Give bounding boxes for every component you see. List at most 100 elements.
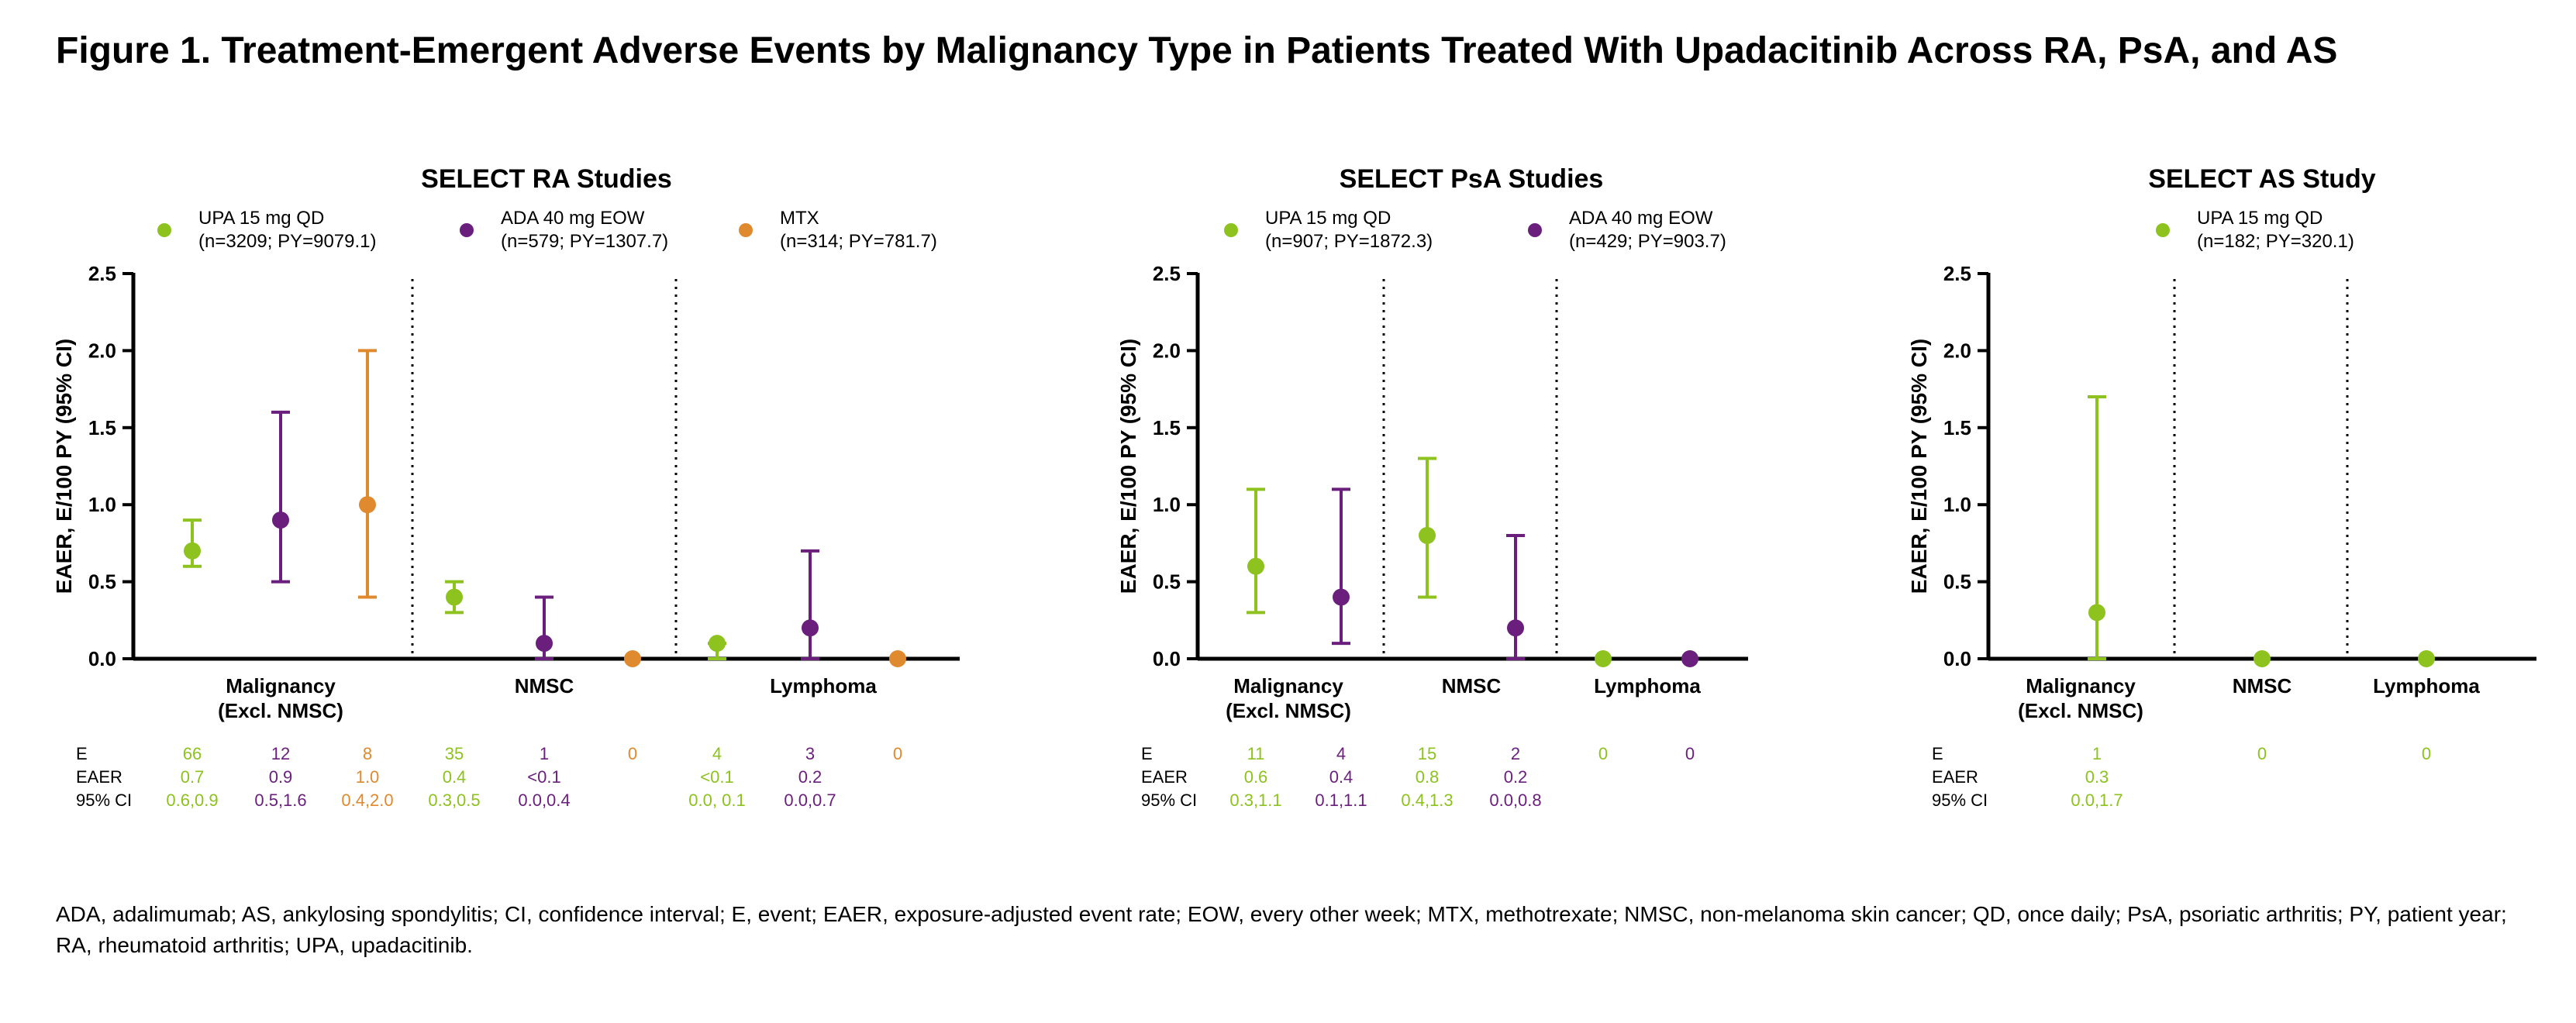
table-value: 0.0,0.4 [518, 790, 570, 810]
table-row-label: 95% CI [1141, 790, 1197, 810]
table-value: 0 [893, 744, 902, 763]
x-category-label: NMSC [515, 674, 574, 698]
table-value: <0.1 [700, 767, 733, 787]
legend-marker-upa [2156, 223, 2170, 237]
panel-title: SELECT PsA Studies [1340, 164, 1604, 194]
table-value: <0.1 [527, 767, 560, 787]
table-value: 0.0,1.7 [2071, 790, 2123, 810]
table-value: 0.2 [798, 767, 822, 787]
data-point-upa [1419, 526, 1436, 544]
table-value: 0 [2257, 744, 2267, 763]
legend-marker-upa [157, 223, 171, 237]
x-category-label: NMSC [2233, 674, 2292, 698]
y-tick-label: 1.0 [88, 493, 116, 516]
panel-title: SELECT RA Studies [421, 164, 672, 194]
table-value: 0.3 [2085, 767, 2109, 787]
legend-label: ADA 40 mg EOW [501, 208, 645, 229]
data-point-ada [1333, 588, 1350, 606]
table-value: 0.0, 0.1 [688, 790, 745, 810]
table-value: 0.0,0.8 [1489, 790, 1541, 810]
legend-detail: (n=182; PY=320.1) [2197, 231, 2354, 252]
table-row-label: EAER [76, 767, 122, 787]
table-value: 0.1,1.1 [1315, 790, 1367, 810]
y-tick-label: 0.5 [88, 570, 116, 594]
table-row-label: E [1141, 744, 1153, 763]
table-value: 2 [1511, 744, 1520, 763]
x-category-label: Lymphoma [1594, 674, 1701, 698]
chart-panel-2: SELECT PsA Studies UPA 15 mg QD(n=907; PY… [1116, 164, 1748, 810]
data-point-ada [536, 635, 553, 653]
y-tick-label: 0.0 [1943, 647, 1971, 670]
table-value: 1.0 [356, 767, 380, 787]
legend-detail: (n=579; PY=1307.7) [501, 231, 668, 252]
y-tick-label: 1.5 [88, 416, 116, 439]
table-value: 0.6 [1244, 767, 1268, 787]
data-point-upa [709, 635, 726, 653]
y-tick-label: 1.5 [1943, 416, 1971, 439]
legend-detail: (n=3209; PY=9079.1) [198, 231, 377, 252]
legend-marker-ada [1528, 223, 1542, 237]
y-tick-label: 2.0 [1153, 339, 1181, 362]
legend-detail: (n=429; PY=903.7) [1569, 231, 1726, 252]
data-point-upa [1247, 557, 1264, 575]
x-category-label: (Excl. NMSC) [218, 699, 343, 722]
table-value: 8 [363, 744, 372, 763]
y-tick-label: 1.0 [1153, 493, 1181, 516]
table-row-label: E [76, 744, 88, 763]
table-value: 0 [2422, 744, 2431, 763]
legend-detail: (n=314; PY=781.7) [780, 231, 937, 252]
table-row-label: E [1932, 744, 1943, 763]
x-category-label: Malignancy [2026, 674, 2136, 698]
y-axis-title: EAER, E/100 PY (95% CI) [52, 339, 76, 594]
table-value: 0.4,2.0 [341, 790, 393, 810]
table-row-label: 95% CI [1932, 790, 1988, 810]
table-value: 0 [1685, 744, 1695, 763]
legend: UPA 15 mg QD(n=182; PY=320.1) [2156, 208, 2354, 252]
y-axis-title: EAER, E/100 PY (95% CI) [1116, 339, 1140, 594]
footnote: ADA, adalimumab; AS, ankylosing spondyli… [56, 902, 2507, 957]
table-value: 4 [1336, 744, 1346, 763]
y-tick-label: 2.0 [1943, 339, 1971, 362]
y-tick-label: 2.5 [1153, 262, 1181, 285]
x-category-label: Malignancy [1233, 674, 1343, 698]
table-value: 0.5,1.6 [254, 790, 306, 810]
data-point-ada [802, 619, 819, 637]
chart-panel-3: SELECT AS Study UPA 15 mg QD(n=182; PY=32… [1907, 164, 2536, 810]
y-tick-label: 1.5 [1153, 416, 1181, 439]
y-axis-title: EAER, E/100 PY (95% CI) [1907, 339, 1931, 594]
legend-marker-mtx [739, 223, 753, 237]
data-point-mtx [359, 496, 376, 514]
legend-label: UPA 15 mg QD [198, 208, 324, 229]
table-value: 0.2 [1504, 767, 1528, 787]
table-value: 1 [2092, 744, 2102, 763]
x-category-label: (Excl. NMSC) [1226, 699, 1351, 722]
table-value: 35 [445, 744, 464, 763]
table-value: 0.6,0.9 [166, 790, 218, 810]
legend: UPA 15 mg QD(n=907; PY=1872.3) ADA 40 mg … [1224, 208, 1726, 252]
legend-marker-ada [460, 223, 474, 237]
table-row-label: 95% CI [76, 790, 132, 810]
y-tick-label: 0.0 [88, 647, 116, 670]
figure-title: Figure 1. Treatment-Emergent Adverse Eve… [56, 30, 2338, 71]
x-category-label: NMSC [1442, 674, 1502, 698]
y-tick-label: 2.0 [88, 339, 116, 362]
table-value: 0.9 [269, 767, 293, 787]
data-point-upa [2254, 650, 2271, 667]
legend-label: UPA 15 mg QD [1265, 208, 1391, 229]
y-tick-label: 1.0 [1943, 493, 1971, 516]
y-tick-label: 0.0 [1153, 647, 1181, 670]
data-point-upa [2418, 650, 2435, 667]
legend-label: MTX [780, 208, 819, 229]
data-point-ada [1507, 619, 1524, 637]
x-category-label: (Excl. NMSC) [2018, 699, 2143, 722]
legend: UPA 15 mg QD(n=3209; PY=9079.1) ADA 40 mg… [157, 208, 937, 252]
data-point-mtx [889, 650, 906, 667]
table-value: 0.8 [1416, 767, 1440, 787]
table-value: 4 [712, 744, 722, 763]
y-tick-label: 2.5 [88, 262, 116, 285]
table-value: 0.3,0.5 [428, 790, 480, 810]
x-category-label: Malignancy [226, 674, 336, 698]
chart-panel-1: SELECT RA Studies UPA 15 mg QD(n=3209; PY… [52, 164, 960, 810]
table-value: 0.4,1.3 [1401, 790, 1453, 810]
